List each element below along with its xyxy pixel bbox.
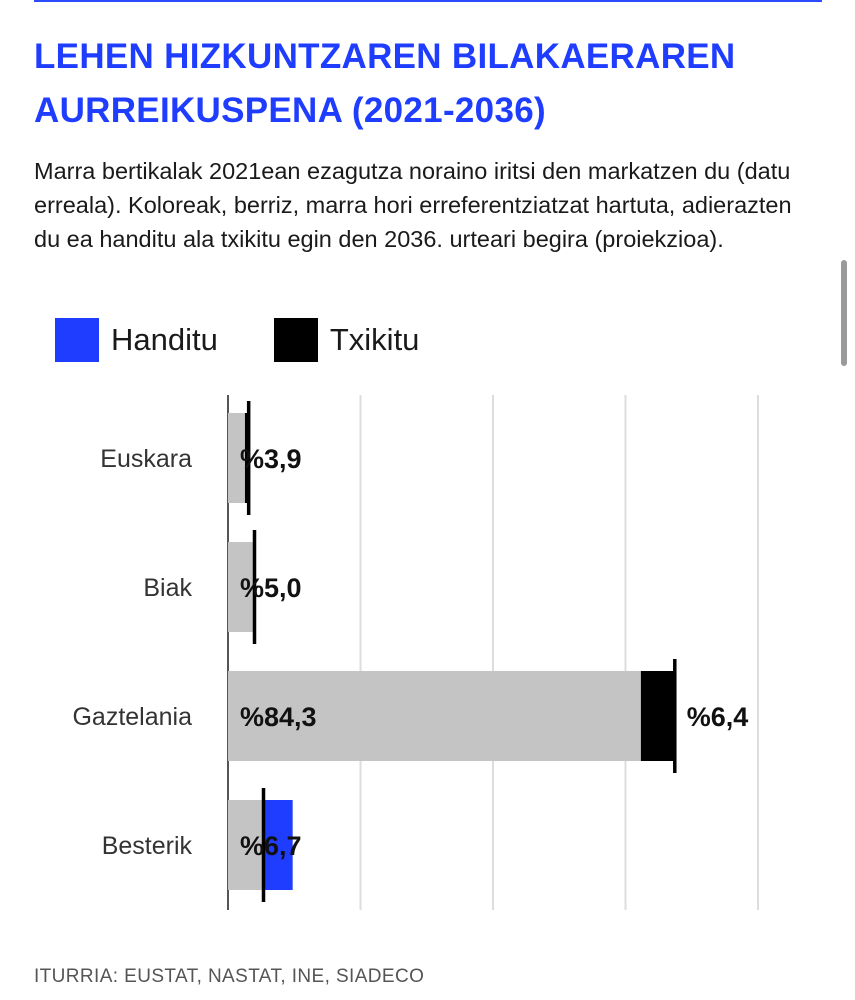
- legend-swatch-decrease: [273, 318, 318, 362]
- bar-base: [228, 413, 245, 503]
- value-label: %6,7: [240, 831, 302, 861]
- category-label: Gaztelania: [72, 703, 192, 731]
- chart-subtitle: Marra bertikalak 2021ean ezagutza norain…: [34, 158, 792, 252]
- bar-chart: Euskara %3,9 Biak %5,0 Gaztelania %84,3 %6,4 Be…: [72, 395, 759, 910]
- value-label: %3,9: [240, 444, 302, 474]
- legend-item-decrease: Txikitu: [273, 318, 420, 362]
- legend-label-increase: Handitu: [111, 322, 218, 357]
- top-rule: [34, 0, 822, 2]
- legend-item-increase: Handitu: [55, 318, 218, 362]
- bar-decrease: [244, 413, 249, 503]
- legend-label-decrease: Txikitu: [329, 322, 420, 357]
- value-label: %5,0: [240, 573, 302, 603]
- bar-base: [228, 800, 264, 890]
- scrollbar[interactable]: [841, 260, 847, 366]
- bar-decrease: [640, 671, 675, 761]
- change-label: %6,4: [687, 702, 749, 732]
- chart-title: LEHEN HIZKUNTZAREN BILAKAERAREN AURREIKU…: [34, 37, 736, 130]
- category-label: Biak: [143, 574, 192, 602]
- source-note: ITURRIA: EUSTAT, NASTAT, INE, SIADECO: [34, 966, 425, 987]
- legend: Handitu Txikitu: [55, 318, 475, 362]
- category-label: Besterik: [102, 832, 193, 860]
- bar-base: [228, 542, 254, 632]
- bar-base: [228, 671, 641, 761]
- category-label: Euskara: [100, 445, 192, 473]
- value-label: %84,3: [240, 702, 317, 732]
- legend-swatch-increase: [55, 318, 99, 362]
- bar-increase: [263, 800, 293, 890]
